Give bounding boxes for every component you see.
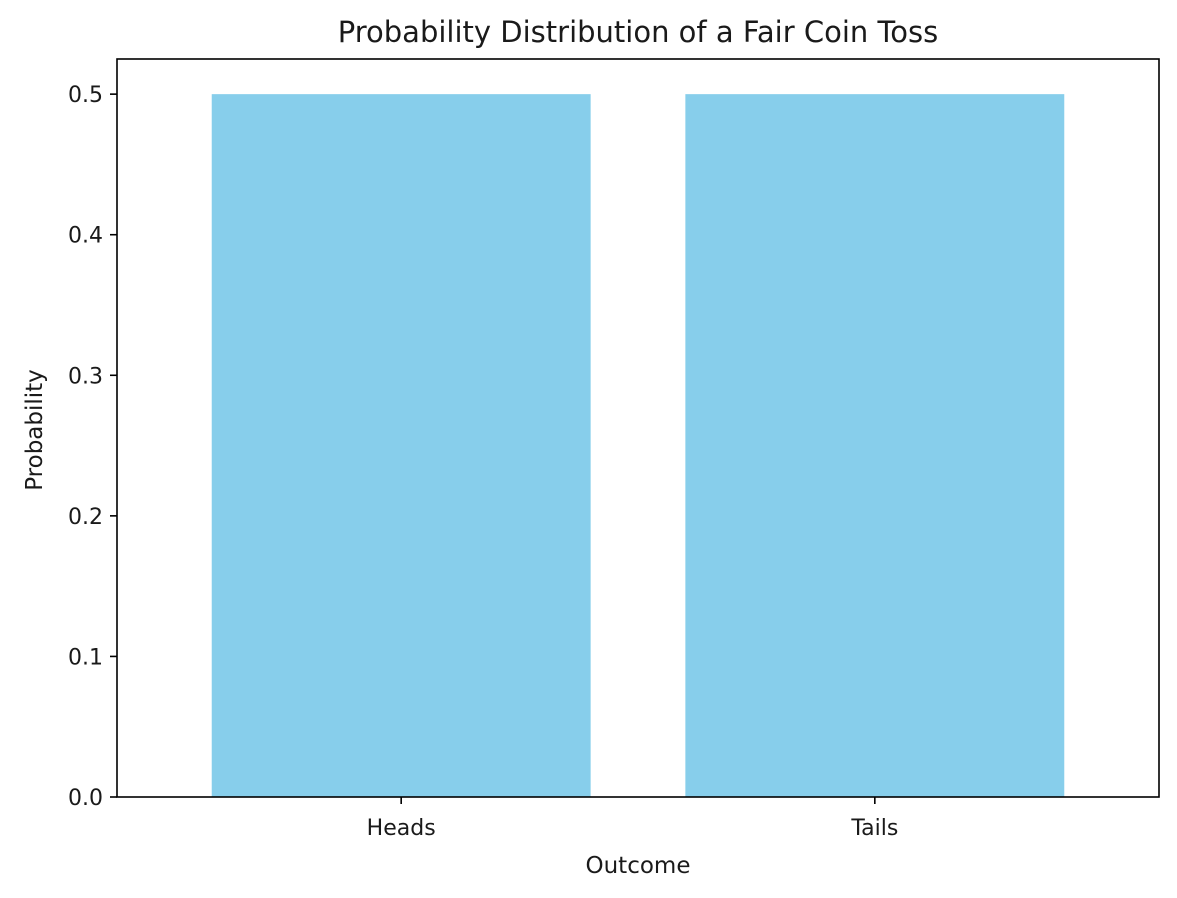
bar-tails [685,94,1065,797]
x-axis-ticks: Heads Tails [367,797,898,841]
x-tick-label: Heads [367,816,436,841]
plot-area-frame [116,58,1160,798]
y-tick-label: 0.3 [68,364,103,389]
bars-layer [211,94,1065,797]
y-tick-label: 0.2 [68,505,103,530]
chart-title: Probability Distribution of a Fair Coin … [338,15,938,49]
y-tick-label: 0.4 [68,224,103,249]
x-axis-label: Outcome [586,853,691,879]
y-tick-label: 0.5 [68,83,103,108]
bar-heads [211,94,591,797]
y-tick-label: 0.1 [68,645,103,670]
y-axis-ticks: 0.0 0.1 0.2 0.3 0.4 0.5 [68,83,117,811]
y-tick-label: 0.0 [68,786,103,811]
x-tick-label: Tails [850,816,898,841]
y-axis-label: Probability [22,369,48,491]
